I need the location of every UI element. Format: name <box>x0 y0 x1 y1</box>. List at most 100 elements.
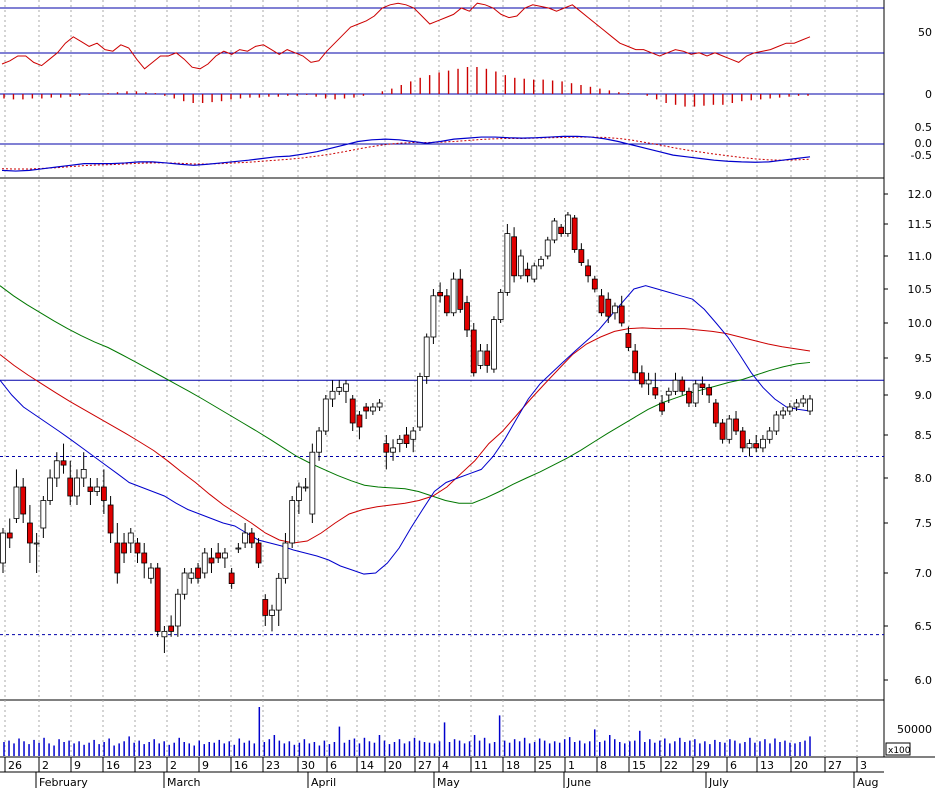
macd-y-label: -0.5 <box>911 149 932 162</box>
candle-body <box>807 398 813 412</box>
histogram-panel <box>0 67 884 107</box>
candle-body <box>329 390 336 400</box>
candle-body <box>369 406 376 412</box>
x-tick-label: 20 <box>794 759 808 772</box>
candle-body <box>746 443 753 449</box>
candle-body <box>766 430 773 440</box>
candle-body <box>376 402 383 408</box>
candle-body <box>605 298 612 317</box>
candle-body <box>13 486 20 519</box>
moving-average-long <box>0 285 811 504</box>
x-axis: 26 2 9 16 23 2 9 16 23 30 6 14 20 27 4 11 18 25 1 8 15 22 29 6 1… <box>4 757 878 789</box>
price-y-label: 10.5 <box>908 283 933 296</box>
x-tick-label: 8 <box>600 759 607 772</box>
candle-body <box>40 500 47 529</box>
candle-body <box>706 387 713 396</box>
price-y-label: 9.0 <box>915 389 933 402</box>
candle-body <box>659 402 665 412</box>
price-y-label: 6.0 <box>915 674 933 687</box>
x-tick-label: 14 <box>360 759 374 772</box>
candle-body <box>154 567 161 632</box>
candle-body <box>437 291 444 297</box>
candle-body <box>726 418 733 440</box>
candle-body <box>107 504 114 534</box>
candle-body <box>511 236 518 277</box>
candle-body <box>652 387 659 396</box>
volume-y-label: 50000 <box>897 723 932 736</box>
rsi-y-label: 50 <box>918 26 932 39</box>
candle-body <box>383 443 390 453</box>
candle-body <box>289 500 296 544</box>
candle-body <box>208 557 215 564</box>
candle-body <box>551 220 558 241</box>
month-label: June <box>566 776 591 788</box>
candle-body <box>531 265 538 280</box>
candle-body <box>47 477 53 501</box>
candle-body <box>780 410 786 416</box>
month-label: April <box>311 776 336 788</box>
x-tick-label: 3 <box>860 759 867 772</box>
month-label: Aug <box>857 776 878 788</box>
x-tick-label: 2 <box>170 759 177 772</box>
price-y-label: 11.0 <box>908 250 933 263</box>
candle-body <box>403 434 410 444</box>
price-y-label: 6.5 <box>915 620 933 633</box>
histogram-y-label: 0 <box>925 88 932 101</box>
candle-body <box>753 443 760 449</box>
candle-body <box>242 532 249 544</box>
candle-body <box>672 379 679 392</box>
candle-body <box>477 350 484 366</box>
candle-body <box>60 460 67 466</box>
x-tick-label: 15 <box>632 759 646 772</box>
candle-body <box>497 291 504 320</box>
candle-body <box>712 402 719 424</box>
x-tick-label: 6 <box>730 759 737 772</box>
grid-lines <box>4 0 858 757</box>
candle-body <box>255 542 262 564</box>
candle-body <box>625 333 632 348</box>
y-axis-labels: 50 0 0.5 0.0-0.5 12.0 11.5 11.0 10.5 10.0 9.5 9.0 8… <box>884 26 932 756</box>
volume-unit-label: x100 <box>888 746 911 756</box>
candle-body <box>686 390 692 404</box>
candle-body <box>591 278 598 290</box>
candle-body <box>161 631 168 638</box>
candle-body <box>100 486 107 501</box>
volume-unit-box <box>885 742 911 756</box>
candle-body <box>450 278 457 314</box>
candle-body <box>632 350 639 374</box>
candle-body <box>121 542 127 554</box>
candle-body <box>739 430 746 449</box>
candle-body <box>269 609 275 616</box>
candle-body <box>719 422 726 440</box>
x-tick-label: 16 <box>234 759 248 772</box>
macd-line <box>1 135 811 172</box>
candle-body <box>464 302 470 331</box>
rsi-line <box>1 2 811 70</box>
x-tick-label: 22 <box>664 759 678 772</box>
x-tick-label: 30 <box>301 759 315 772</box>
price-panel <box>0 212 884 653</box>
candle-body <box>228 572 235 584</box>
x-tick-label: 11 <box>474 759 488 772</box>
x-tick-label: 29 <box>696 759 710 772</box>
price-y-label: 7.5 <box>915 517 933 530</box>
candle-body <box>322 398 329 432</box>
candle-body <box>363 406 370 412</box>
candle-body <box>443 295 450 314</box>
candle-body <box>410 430 417 440</box>
candle-body <box>74 477 80 497</box>
candle-body <box>80 468 87 479</box>
x-tick-label: 4 <box>442 759 449 772</box>
candle-body <box>692 383 699 404</box>
macd-y-label: 0.0 <box>915 137 933 150</box>
candle-body <box>504 233 511 293</box>
macd-panel <box>0 135 884 172</box>
candle-body <box>349 398 356 424</box>
macd-signal-line <box>1 136 811 170</box>
candle-body <box>793 402 800 408</box>
candle-body <box>491 319 497 370</box>
candle-body <box>800 398 807 404</box>
x-tick-label: 20 <box>388 759 402 772</box>
